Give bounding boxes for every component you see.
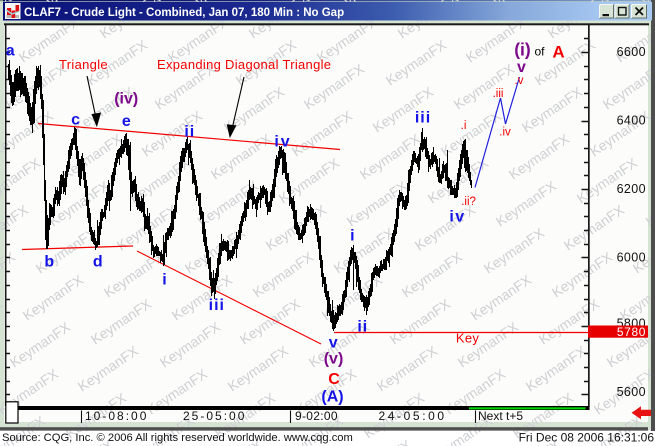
svg-text:Source: CQG, Inc. © 2006 All r: Source: CQG, Inc. © 2006 All rights rese… xyxy=(2,432,353,444)
svg-text:i: i xyxy=(162,272,167,289)
svg-text:.ii?: .ii? xyxy=(461,196,476,208)
svg-text:(i): (i) xyxy=(514,40,531,60)
svg-text:c: c xyxy=(71,112,80,129)
svg-text:CLAF7 - Crude Light - Combined: CLAF7 - Crude Light - Combined, Jan 07, … xyxy=(24,7,344,19)
svg-text:5600: 5600 xyxy=(617,385,646,399)
svg-text:10-08:00: 10-08:00 xyxy=(85,409,148,423)
svg-text:d: d xyxy=(93,254,103,271)
svg-text:(A): (A) xyxy=(321,389,343,406)
svg-text:25-05:00: 25-05:00 xyxy=(183,409,246,423)
svg-text:.i: .i xyxy=(461,120,467,132)
svg-text:b: b xyxy=(44,254,54,271)
svg-text:Expanding Diagonal Triangle: Expanding Diagonal Triangle xyxy=(157,57,331,72)
svg-text:9-02:00: 9-02:00 xyxy=(295,409,338,423)
svg-text:.iv: .iv xyxy=(499,127,511,139)
svg-text:5780: 5780 xyxy=(617,325,646,339)
svg-text:Triangle: Triangle xyxy=(59,57,108,72)
svg-text:C: C xyxy=(328,371,340,388)
svg-text:iv: iv xyxy=(449,209,465,226)
svg-text:ii: ii xyxy=(184,124,195,141)
svg-text:(v): (v) xyxy=(324,351,344,368)
svg-text:Key: Key xyxy=(456,331,480,346)
svg-text:6200: 6200 xyxy=(617,182,646,196)
svg-text:24-05:00: 24-05:00 xyxy=(379,409,447,423)
svg-text:i: i xyxy=(350,228,355,245)
svg-text:Next t+5: Next t+5 xyxy=(478,409,523,423)
svg-text:Fri Dec 08 2006 16:31:06: Fri Dec 08 2006 16:31:06 xyxy=(519,431,655,445)
svg-text:iv: iv xyxy=(274,134,291,151)
svg-text:iii: iii xyxy=(415,110,431,127)
svg-text:a: a xyxy=(6,43,15,60)
svg-text:of: of xyxy=(534,45,545,59)
svg-text:.iii: .iii xyxy=(493,88,504,100)
svg-text:v: v xyxy=(329,335,338,352)
svg-text:ii: ii xyxy=(357,319,368,336)
svg-text:v: v xyxy=(517,59,526,76)
svg-text:A: A xyxy=(552,43,564,62)
svg-text:iii: iii xyxy=(209,297,225,314)
svg-text:(iv): (iv) xyxy=(114,91,138,108)
svg-text:.v: .v xyxy=(515,75,524,87)
svg-text:6600: 6600 xyxy=(617,45,646,59)
svg-text:e: e xyxy=(122,113,131,130)
svg-text:6400: 6400 xyxy=(617,114,646,128)
svg-text:6000: 6000 xyxy=(617,251,646,265)
